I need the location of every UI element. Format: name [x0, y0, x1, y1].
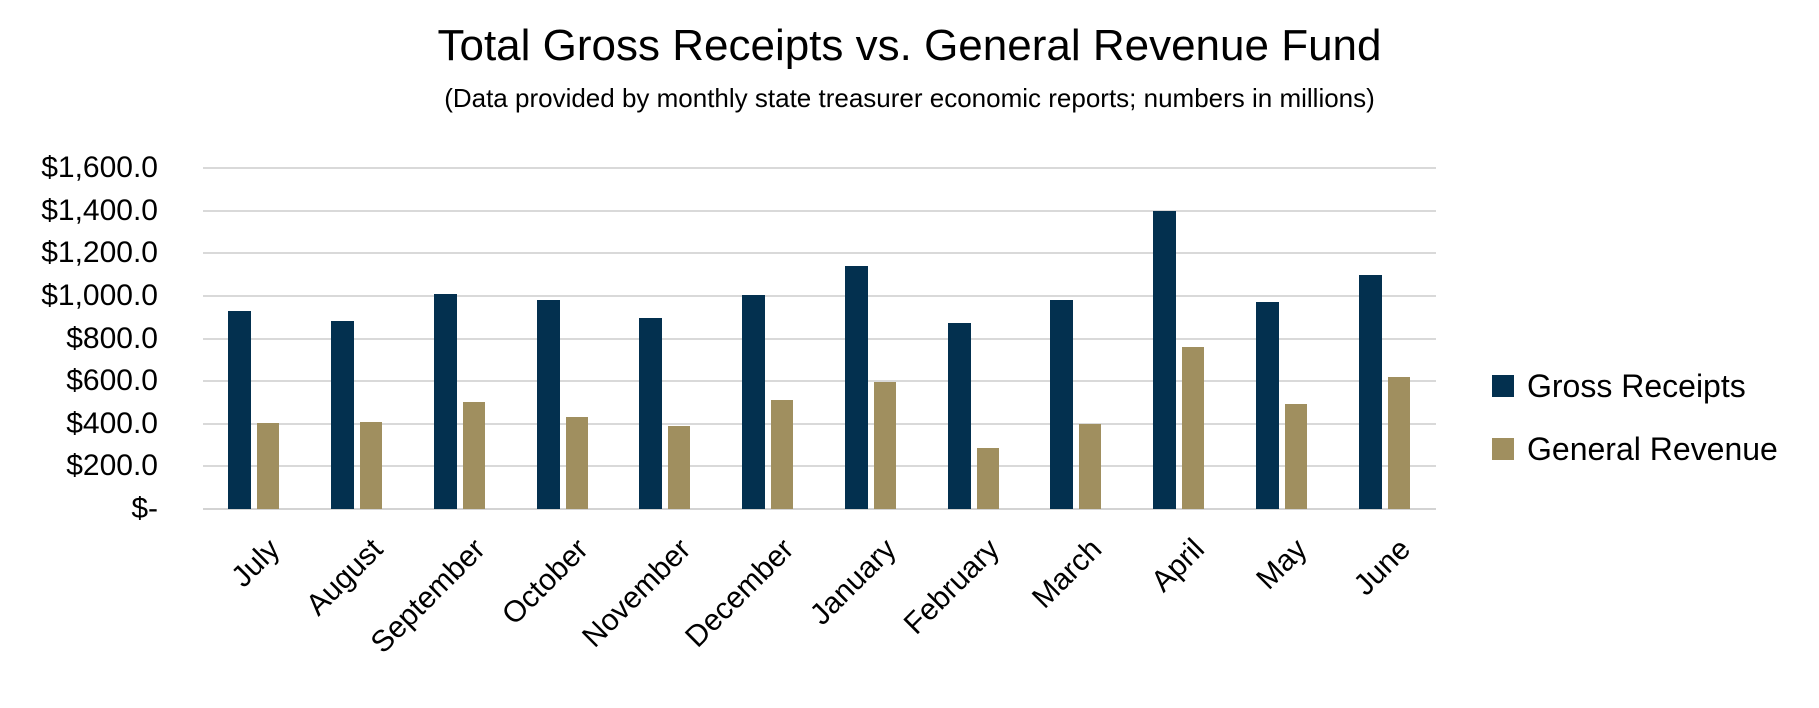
gridline	[203, 380, 1436, 383]
bar-gross-receipts-december	[742, 294, 766, 509]
gridline	[203, 167, 1436, 169]
y-tick-label: $1,600.0	[41, 151, 158, 184]
y-tick-label: $1,200.0	[41, 236, 158, 270]
bar-gross-receipts-may	[1255, 302, 1279, 509]
bar-gross-receipts-march	[1050, 300, 1074, 509]
bar-general-revenue-november	[668, 425, 691, 509]
legend-item-general-revenue: General Revenue	[1492, 431, 1778, 467]
x-tick-label-december: December	[678, 532, 801, 654]
bar-general-revenue-may	[1284, 403, 1307, 509]
legend-item-gross-receipts: Gross Receipts	[1492, 368, 1778, 404]
y-tick-label: $1,000.0	[41, 278, 158, 312]
bar-general-revenue-june	[1387, 376, 1410, 509]
x-tick-label-april: April	[1145, 532, 1212, 599]
x-axis-line	[203, 508, 1436, 510]
y-tick-label: $1,400.0	[41, 193, 158, 227]
x-tick-label-november: November	[576, 532, 698, 654]
bar-general-revenue-september	[462, 402, 485, 509]
bar-gross-receipts-june	[1358, 274, 1382, 509]
bar-gross-receipts-september	[433, 293, 457, 509]
legend: Gross Receipts General Revenue	[1492, 368, 1778, 498]
bar-gross-receipts-august	[331, 321, 355, 509]
x-tick-label-may: May	[1250, 532, 1314, 597]
y-tick-label: $800.0	[66, 321, 158, 355]
y-tick-label: $200.0	[66, 449, 158, 483]
y-tick-label: $600.0	[66, 364, 158, 398]
x-tick-label-july: July	[225, 532, 287, 594]
gridline	[203, 294, 1436, 297]
chart-title: Total Gross Receipts vs. General Revenue…	[437, 21, 1382, 70]
y-tick-label: $400.0	[66, 406, 158, 440]
x-tick-label-march: March	[1026, 532, 1109, 615]
gridline	[203, 209, 1436, 212]
y-tick-label: $-	[131, 492, 158, 525]
bar-gross-receipts-july	[228, 310, 252, 509]
bar-gross-receipts-november	[639, 318, 663, 509]
bar-gross-receipts-april	[1153, 210, 1177, 509]
x-tick-label-august: August	[299, 532, 390, 622]
gridline	[203, 337, 1436, 340]
gridline	[203, 465, 1436, 468]
x-tick-label-january: January	[803, 532, 903, 632]
legend-label-general-revenue: General Revenue	[1527, 430, 1778, 467]
general-revenue-swatch-icon	[1492, 438, 1514, 460]
bar-gross-receipts-february	[947, 322, 971, 509]
bar-gross-receipts-january	[844, 266, 868, 509]
bar-general-revenue-december	[771, 400, 794, 509]
x-tick-label-october: October	[495, 532, 595, 632]
bar-general-revenue-march	[1079, 423, 1102, 509]
bar-general-revenue-april	[1182, 347, 1205, 509]
bar-general-revenue-october	[565, 417, 588, 509]
bar-general-revenue-january	[873, 382, 896, 509]
x-tick-label-june: June	[1347, 532, 1417, 602]
bar-gross-receipts-october	[536, 300, 560, 509]
chart-subtitle: (Data provided by monthly state treasure…	[444, 83, 1375, 113]
y-axis: $- $200.0 $400.0 $600.0 $800.0 $1,000.0 $1,200…	[0, 0, 158, 560]
x-tick-label-february: February	[897, 532, 1006, 641]
legend-label-gross-receipts: Gross Receipts	[1527, 367, 1746, 404]
bar-general-revenue-august	[360, 421, 383, 509]
plot-area	[203, 167, 1436, 510]
gridline	[203, 422, 1436, 425]
gridline	[203, 252, 1436, 255]
gross-receipts-swatch-icon	[1492, 375, 1514, 397]
bar-general-revenue-july	[257, 422, 280, 509]
bar-general-revenue-february	[976, 448, 999, 509]
